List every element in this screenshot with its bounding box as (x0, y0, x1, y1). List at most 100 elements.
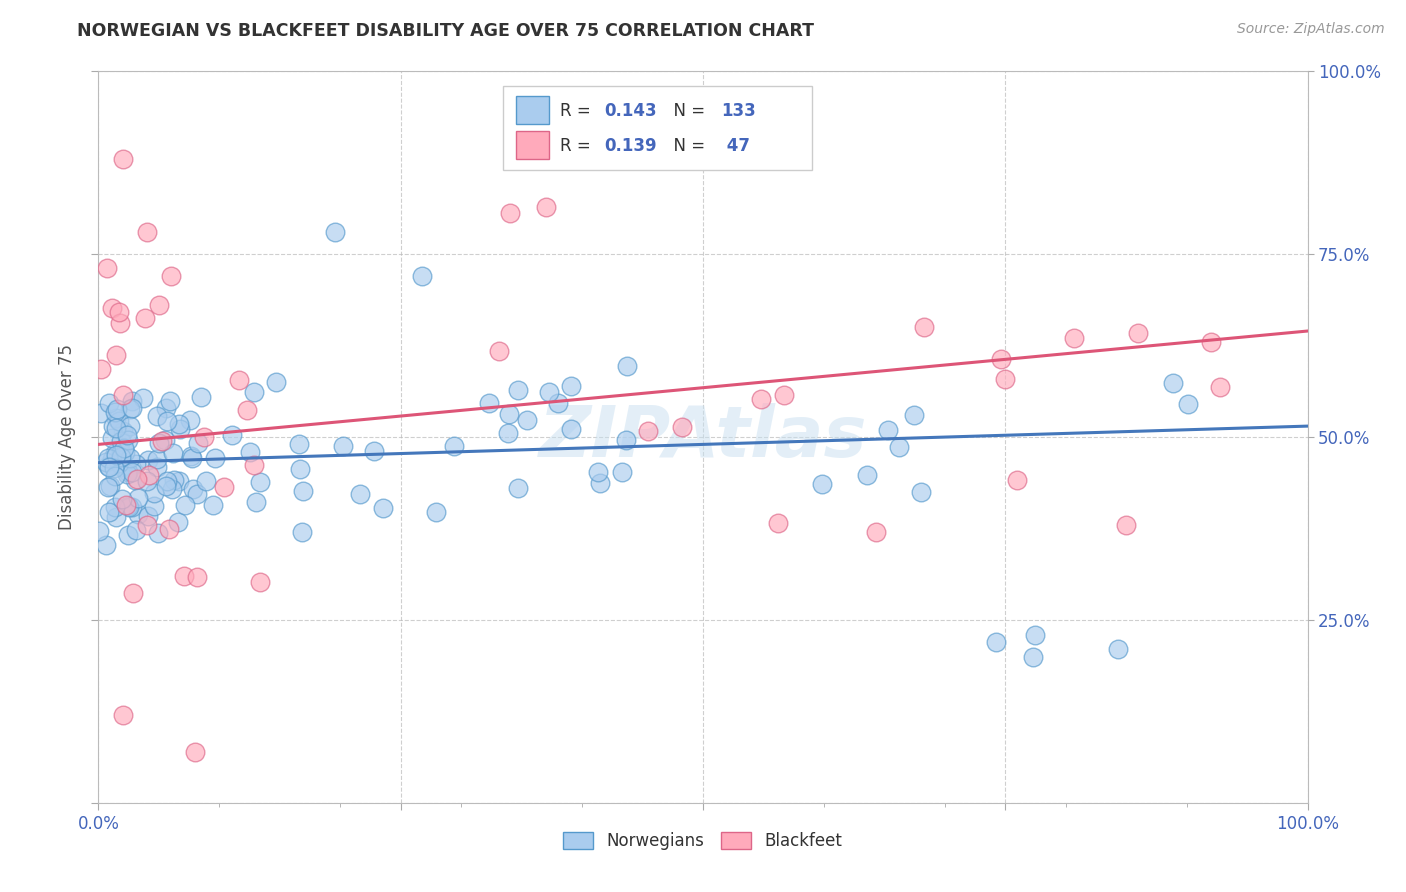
Point (124, 523, 146, 537)
Point (107, 304, 129, 318)
Point (547, 396, 569, 410)
Point (127, 491, 149, 505)
Point (249, 475, 271, 490)
Point (121, 393, 143, 408)
Point (117, 465, 139, 479)
Point (184, 745, 207, 759)
Point (118, 450, 141, 465)
Point (534, 200, 557, 214)
Point (101, 419, 124, 434)
Point (160, 269, 183, 284)
FancyBboxPatch shape (503, 86, 811, 170)
Point (111, 459, 134, 474)
Point (138, 452, 160, 467)
Point (167, 474, 190, 488)
Point (212, 480, 235, 494)
Point (887, 440, 910, 454)
Point (111, 707, 134, 722)
Point (105, 509, 128, 524)
Point (135, 225, 157, 239)
Text: NORWEGIAN VS BLACKFEET DISABILITY AGE OVER 75 CORRELATION CHART: NORWEGIAN VS BLACKFEET DISABILITY AGE OV… (77, 22, 814, 40)
Text: N =: N = (664, 102, 710, 120)
Point (105, 401, 128, 416)
Point (115, 467, 138, 482)
Point (288, 437, 311, 451)
Point (105, 348, 128, 362)
Point (498, 408, 520, 422)
Point (180, 449, 202, 463)
Point (98, 395, 121, 409)
Point (104, 500, 127, 515)
Point (104, 448, 127, 462)
Point (125, 472, 148, 486)
Point (1199, 334, 1222, 349)
Text: ZIPAtlas: ZIPAtlas (538, 402, 868, 472)
Point (560, 379, 582, 393)
Point (98, 460, 121, 475)
Point (768, 516, 790, 530)
Point (163, 473, 186, 487)
Point (373, 501, 395, 516)
Point (478, 396, 501, 410)
Point (488, 343, 510, 358)
Point (108, 414, 131, 428)
Point (100, 301, 122, 316)
Point (855, 467, 877, 482)
Point (118, 500, 141, 514)
Point (148, 436, 170, 450)
Point (121, 465, 143, 479)
Point (332, 439, 354, 453)
Point (97, 480, 120, 494)
Point (496, 425, 519, 440)
Point (145, 459, 167, 474)
Point (127, 508, 149, 522)
Point (616, 359, 638, 373)
Point (155, 434, 177, 448)
Point (235, 403, 257, 417)
Point (1063, 331, 1085, 345)
Point (125, 457, 148, 471)
Point (107, 456, 129, 470)
Point (94, 537, 117, 551)
Point (89, 524, 111, 538)
Point (157, 522, 180, 536)
Point (186, 436, 208, 450)
Point (876, 423, 898, 437)
Point (103, 460, 125, 475)
Text: R =: R = (561, 102, 596, 120)
Point (148, 298, 170, 312)
Point (990, 351, 1012, 366)
Point (173, 569, 195, 583)
Point (146, 409, 169, 423)
Point (291, 524, 314, 539)
Point (181, 482, 204, 496)
Point (117, 433, 139, 447)
Point (174, 498, 197, 512)
Point (108, 316, 131, 330)
Point (97, 451, 120, 466)
Point (117, 499, 139, 513)
Point (162, 445, 184, 459)
Point (190, 390, 212, 404)
Point (104, 469, 127, 483)
Point (506, 383, 529, 397)
Text: 0.143: 0.143 (603, 102, 657, 120)
Legend: Norwegians, Blackfeet: Norwegians, Blackfeet (557, 825, 849, 856)
Point (110, 445, 132, 459)
Point (90, 406, 112, 420)
Point (291, 484, 314, 499)
Point (101, 452, 124, 467)
Point (94, 455, 117, 469)
Point (110, 491, 132, 506)
Point (323, 225, 346, 239)
Point (132, 392, 155, 406)
Point (243, 458, 266, 472)
Point (142, 485, 165, 500)
Point (136, 474, 159, 488)
Point (1161, 376, 1184, 390)
Point (186, 486, 208, 500)
Point (986, 635, 1008, 649)
Point (637, 424, 659, 438)
Point (994, 371, 1017, 385)
Text: Source: ZipAtlas.com: Source: ZipAtlas.com (1237, 22, 1385, 37)
